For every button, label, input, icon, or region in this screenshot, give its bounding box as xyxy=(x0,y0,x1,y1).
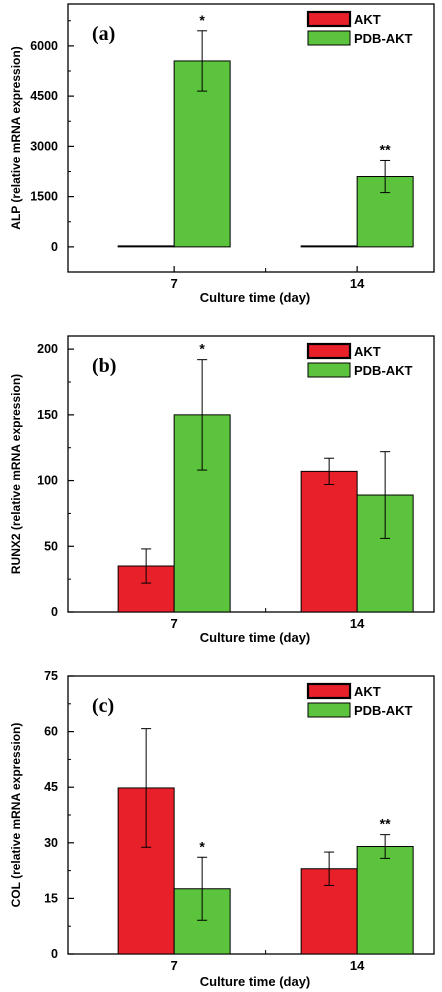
significance-mark: * xyxy=(199,838,205,854)
x-tick-label: 7 xyxy=(171,616,178,631)
panel-label: (a) xyxy=(92,23,115,45)
legend-label-akt: AKT xyxy=(354,344,381,359)
x-axis-title: Culture time (day) xyxy=(200,290,311,305)
plot-frame xyxy=(67,335,435,613)
y-tick-label: 6000 xyxy=(30,39,58,53)
x-tick-label: 7 xyxy=(171,276,178,291)
y-tick-label: 50 xyxy=(44,539,58,553)
legend-swatch-akt xyxy=(306,342,352,360)
x-tick-label: 14 xyxy=(350,276,365,291)
y-tick-label: 4500 xyxy=(30,89,58,103)
plot-frame xyxy=(67,3,435,273)
y-tick-label: 45 xyxy=(44,780,58,794)
y-tick-label: 15 xyxy=(44,891,58,905)
panel-label: (b) xyxy=(92,355,116,377)
x-axis-title: Culture time (day) xyxy=(200,974,311,989)
x-tick-label: 14 xyxy=(350,616,365,631)
legend-label-pdb-akt: PDB-AKT xyxy=(354,363,413,378)
legend-swatch-pdb-akt xyxy=(307,30,351,46)
legend-swatch-akt xyxy=(306,682,352,700)
bar-akt-14 xyxy=(300,245,358,248)
legend-label-pdb-akt: PDB-AKT xyxy=(354,703,413,718)
y-tick-label: 0 xyxy=(51,947,58,961)
y-tick-label: 1500 xyxy=(30,190,58,204)
y-tick-label: 3000 xyxy=(30,139,58,153)
panel-label: (c) xyxy=(92,695,114,717)
legend-label-akt: AKT xyxy=(354,12,381,27)
y-tick-label: 0 xyxy=(51,605,58,619)
significance-mark: ** xyxy=(380,816,391,832)
y-axis-title: RUNX2 (relative mRNA expression) xyxy=(9,374,23,574)
legend-swatch-akt xyxy=(306,10,352,28)
y-tick-label: 100 xyxy=(37,474,58,488)
y-tick-label: 30 xyxy=(44,836,58,850)
legend-swatch-pdb-akt xyxy=(307,702,351,718)
y-tick-label: 200 xyxy=(37,342,58,356)
legend-label-akt: AKT xyxy=(354,684,381,699)
significance-mark: * xyxy=(199,341,205,357)
x-tick-label: 14 xyxy=(350,958,365,973)
bar-pdb-akt-7 xyxy=(173,60,231,248)
y-tick-label: 75 xyxy=(44,669,58,683)
legend-swatch-pdb-akt xyxy=(307,362,351,378)
significance-mark: * xyxy=(199,12,205,28)
significance-mark: ** xyxy=(380,141,391,157)
y-tick-label: 0 xyxy=(51,240,58,254)
bar-pdb-akt-14 xyxy=(356,846,414,955)
legend-label-pdb-akt: PDB-AKT xyxy=(354,31,413,46)
x-tick-label: 7 xyxy=(171,958,178,973)
y-tick-label: 150 xyxy=(37,408,58,422)
bar-akt-7 xyxy=(117,245,175,248)
x-axis-title: Culture time (day) xyxy=(200,630,311,645)
y-axis-title: COL (relative mRNA expression) xyxy=(9,723,23,908)
y-tick-label: 60 xyxy=(44,725,58,739)
y-axis-title: ALP (relative mRNA expression) xyxy=(9,46,23,229)
bar-akt-14 xyxy=(300,470,358,613)
